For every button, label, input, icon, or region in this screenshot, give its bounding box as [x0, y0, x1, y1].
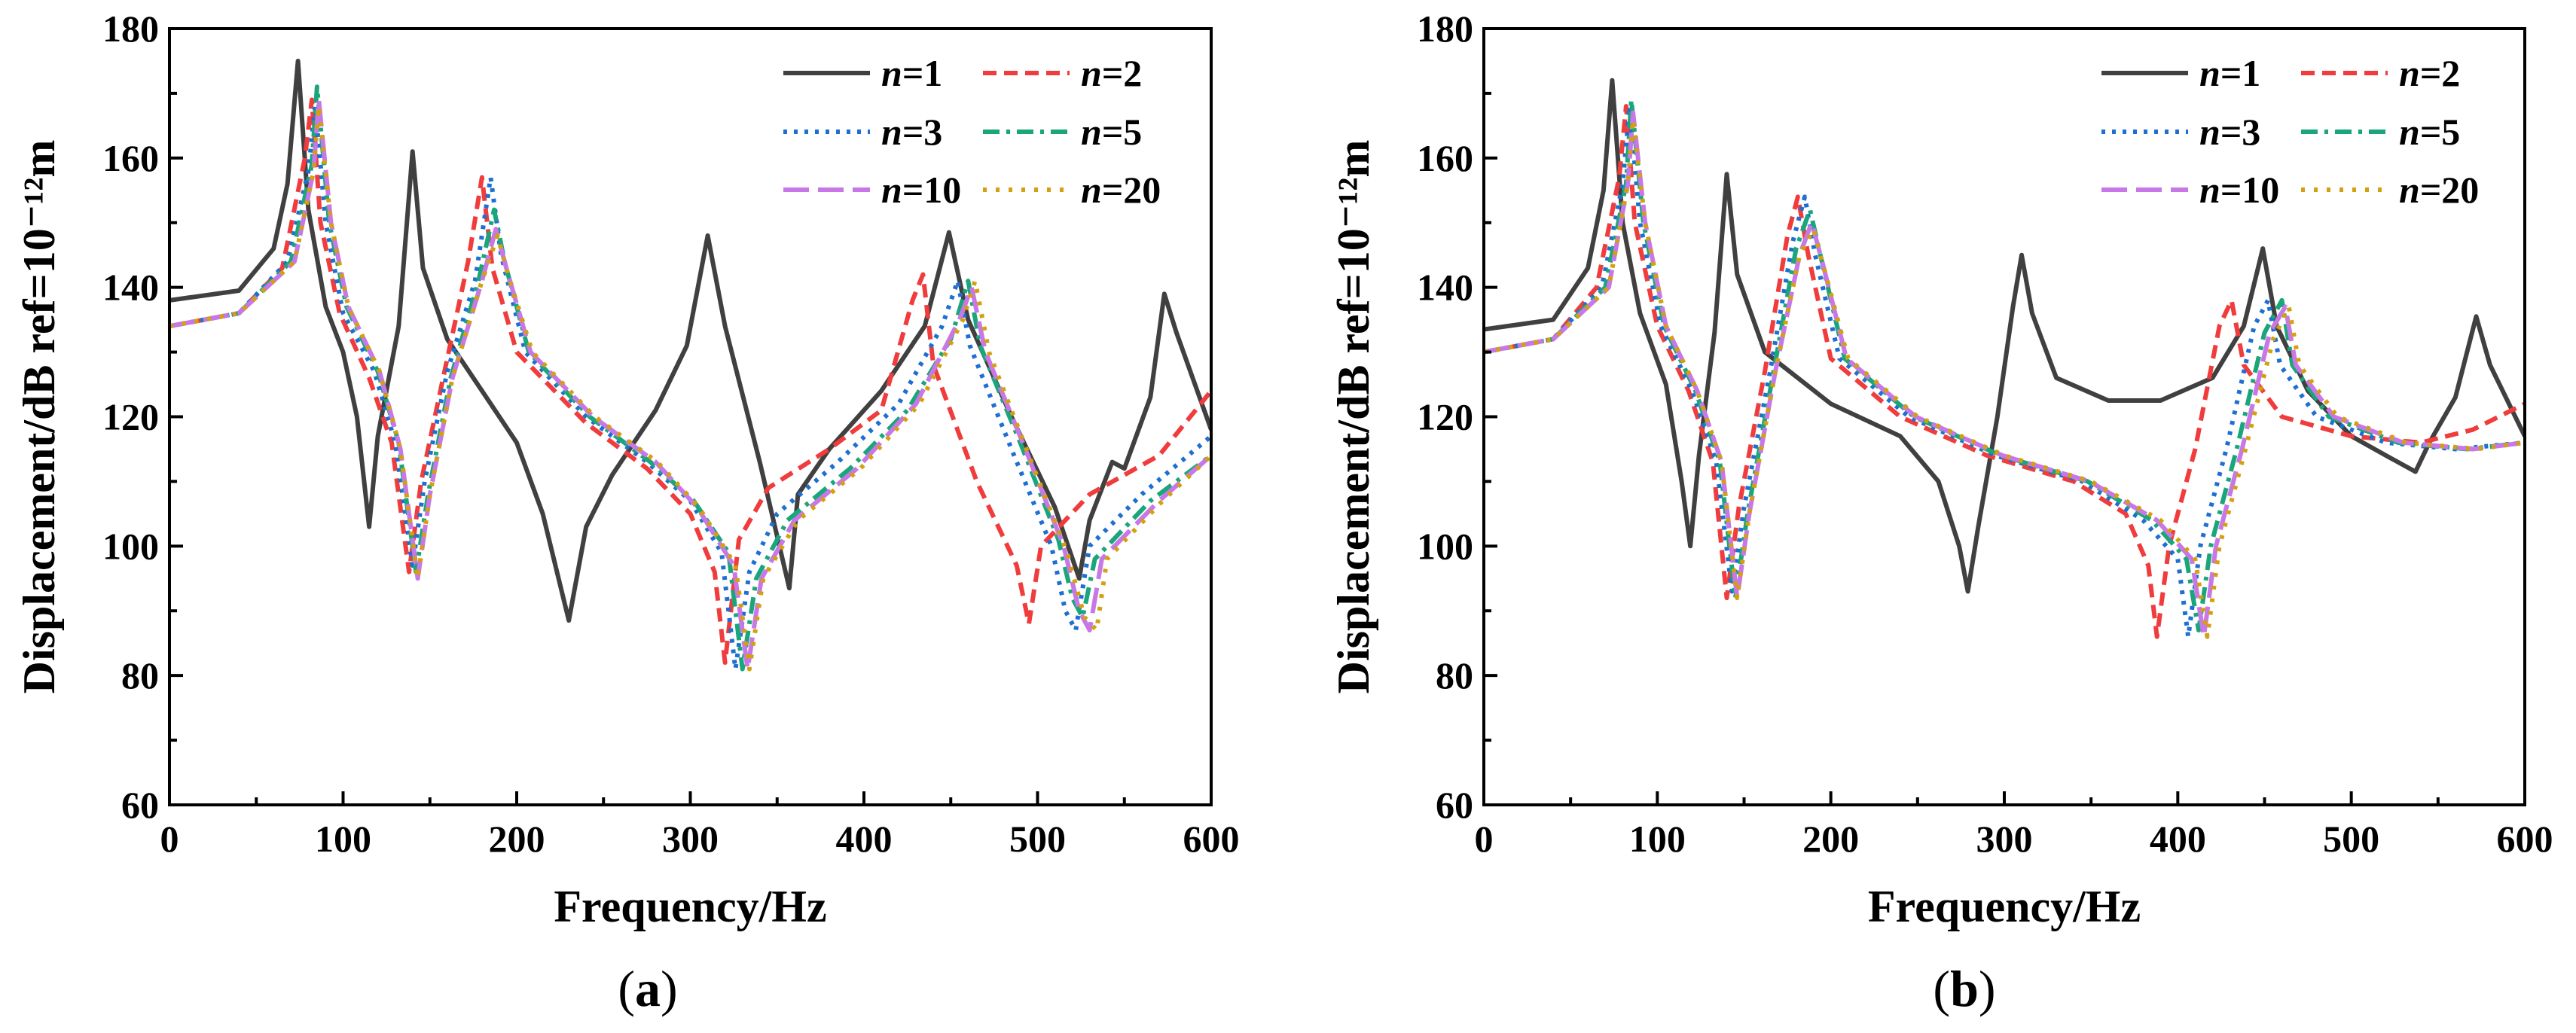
panel-b-legend-label-n-1: n=1 — [2199, 52, 2260, 94]
panel-a-series-line-n-10 — [169, 97, 1211, 672]
panel-a-x-tick-label: 0 — [160, 818, 179, 860]
panel-a-series-line-n-3 — [169, 104, 1211, 672]
panel-a-y-tick-label: 140 — [102, 267, 159, 309]
panel-a-y-tick-label: 100 — [102, 525, 159, 567]
panel-b-series-line-n-5 — [1484, 97, 2525, 632]
panel-a-legend-label-n-5: n=5 — [1081, 111, 1142, 153]
panel-a-legend-label-n-10: n=10 — [881, 169, 961, 211]
panel-b-series-line-n-1 — [1484, 78, 2525, 594]
panel-b-legend: n=1 n=2 n=3 n=5 n=10 n=20 — [2101, 52, 2479, 211]
panel-b-x-tick-label: 300 — [1976, 818, 2033, 860]
panel-a-series-line-n-2 — [169, 97, 1211, 665]
panel-a: 0 100 200 300 400 500 600 60 80 100 120 140 160 180 Fr… — [14, 8, 1240, 1017]
panel-b-y-tick-label: 140 — [1417, 267, 1473, 309]
panel-b-plot-frame — [1482, 27, 2526, 806]
panel-b-legend-label-n-2: n=2 — [2399, 52, 2460, 94]
panel-a-plot-frame — [168, 27, 1213, 806]
panel-b-x-tick-label: 600 — [2497, 818, 2553, 860]
panel-b-legend-label-n-20: n=20 — [2399, 169, 2479, 211]
panel-b-y-tick-label: 80 — [1436, 654, 1473, 696]
panel-b-x-tick-label: 500 — [2323, 818, 2379, 860]
panel-b-series-line-n-20 — [1484, 117, 2525, 639]
panel-a-y-tick-label: 120 — [102, 396, 159, 438]
panel-b-series-group — [1484, 78, 2525, 639]
panel-a-legend-label-n-3: n=3 — [881, 111, 942, 153]
panel-a-x-tick-label: 600 — [1183, 818, 1240, 860]
panel-b-y-tick-label: 100 — [1417, 525, 1473, 567]
panel-a-y-tick-label: 80 — [121, 654, 159, 696]
panel-b-y-tick-label: 60 — [1436, 784, 1473, 826]
panel-b-y-tick-label: 180 — [1417, 8, 1473, 50]
panel-a-panel-label: (a) — [618, 960, 677, 1017]
panel-a-legend: n=1 n=2 n=3 n=5 n=10 n=20 — [783, 52, 1161, 211]
panel-a-x-axis-title: Frequency/Hz — [554, 882, 826, 931]
panel-a-series-line-n-1 — [169, 59, 1211, 623]
panel-a-x-tick-label: 400 — [836, 818, 893, 860]
panel-b-legend-label-n-5: n=5 — [2399, 111, 2460, 153]
panel-a-x-tick-label: 100 — [315, 818, 371, 860]
panel-a-x-tick-label: 200 — [489, 818, 545, 860]
panel-b-series-line-n-2 — [1484, 104, 2525, 639]
panel-b-x-tick-label: 200 — [1802, 818, 1859, 860]
panel-b-series-line-n-3 — [1484, 104, 2525, 639]
panel-b-x-tick-label: 100 — [1629, 818, 1686, 860]
panel-b-y-axis-title: Displacement/dB ref=10⁻¹²m — [1329, 140, 1378, 694]
panel-a-y-tick-label: 180 — [102, 8, 159, 50]
panel-b-series-line-n-10 — [1484, 110, 2525, 639]
panel-b-legend-label-n-3: n=3 — [2199, 111, 2260, 153]
panel-a-legend-label-n-1: n=1 — [881, 52, 942, 94]
panel-b-y-tick-label: 120 — [1417, 396, 1473, 438]
panel-b-legend-label-n-10: n=10 — [2199, 169, 2279, 211]
panel-a-y-tick-label: 60 — [121, 784, 159, 826]
panel-b-x-tick-label: 0 — [1475, 818, 1494, 860]
panel-b-x-tick-label: 400 — [2150, 818, 2206, 860]
panel-a-x-tick-label: 500 — [1009, 818, 1066, 860]
panel-a-y-axis-title: Displacement/dB ref=10⁻¹²m — [14, 140, 64, 694]
panel-b-y-tick-label: 160 — [1417, 137, 1473, 179]
panel-a-x-tick-label: 300 — [662, 818, 719, 860]
panel-a-series-group — [169, 59, 1211, 672]
panel-b-x-axis-title: Frequency/Hz — [1868, 882, 2141, 931]
panel-a-legend-label-n-20: n=20 — [1081, 169, 1161, 211]
panel-b-panel-label: (b) — [1933, 960, 1995, 1017]
panel-a-y-tick-label: 160 — [102, 137, 159, 179]
panel-a-legend-label-n-2: n=2 — [1081, 52, 1142, 94]
panel-b: 0 100 200 300 400 500 600 60 80 100 120 140 160 180 Fr… — [1329, 8, 2553, 1017]
